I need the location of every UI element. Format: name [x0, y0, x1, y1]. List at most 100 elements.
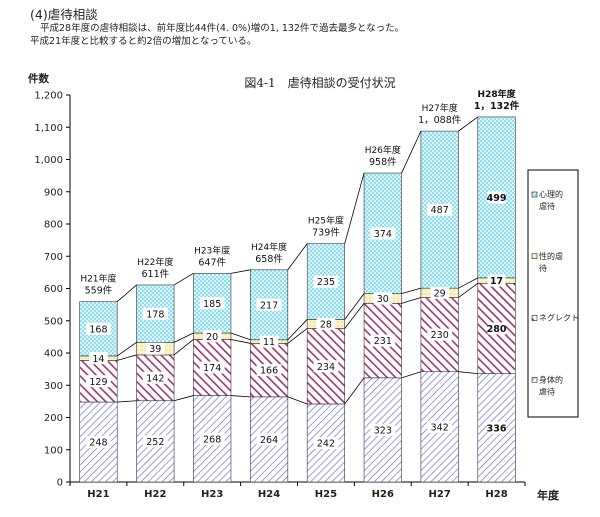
x-axis-label: 年度 — [537, 488, 560, 502]
data-label: 268 — [203, 434, 221, 445]
series-connector-line — [230, 395, 251, 398]
data-label-bg — [199, 361, 225, 374]
data-label-bg — [256, 298, 282, 311]
series-connector-line — [458, 277, 478, 289]
total-label-count: 739件 — [312, 227, 340, 239]
data-label: 11 — [263, 337, 275, 348]
data-label: 242 — [317, 439, 335, 450]
y-tick-label: 1,100 — [34, 123, 63, 134]
data-label-bg — [313, 436, 339, 449]
total-label-year: H28年度 — [478, 88, 517, 100]
data-label: 264 — [260, 435, 278, 446]
data-label: 142 — [146, 373, 164, 384]
series-connector-line — [230, 332, 251, 341]
total-label-count: 658件 — [255, 253, 283, 265]
series-connector-line — [117, 354, 137, 361]
total-label-year: H27年度 — [422, 102, 458, 114]
series-connector-line — [458, 283, 479, 298]
data-label-bg — [370, 334, 396, 347]
data-label-bg — [199, 432, 225, 445]
legend-label: 虐待 — [539, 386, 555, 396]
data-label-bg — [85, 375, 111, 388]
data-label-bg — [142, 307, 168, 320]
section-body-line-1: 平成28年度の虐待相談は、前年度比44件(4. 0%)増の1, 132件で過去最… — [40, 23, 405, 34]
y-tick-label: 800 — [44, 220, 63, 231]
total-label-year: H25年度 — [308, 215, 344, 227]
series-connector-line — [287, 328, 308, 344]
legend-swatch-psych — [531, 191, 538, 198]
y-tick-label: 0 — [57, 478, 63, 489]
legend-label: 性的虐 — [539, 251, 563, 261]
data-label-bg — [85, 322, 111, 335]
series-connector-line — [401, 371, 422, 379]
total-label-count: 559件 — [85, 285, 113, 297]
series-connector-line — [287, 319, 308, 341]
data-label: 129 — [89, 377, 107, 388]
data-label: 230 — [431, 330, 449, 341]
section-heading: (4)虐待相談 — [30, 7, 98, 22]
data-label: 168 — [89, 324, 107, 335]
legend-swatch-physical — [531, 376, 538, 383]
data-label: 323 — [374, 426, 392, 437]
data-label-bg — [142, 371, 168, 384]
x-tick-label: H23 — [201, 489, 223, 500]
x-tick-label: H24 — [258, 489, 280, 500]
data-label: 14 — [92, 354, 104, 365]
data-label-bg — [89, 352, 108, 365]
data-label-bg — [427, 420, 453, 433]
legend-label: 待 — [539, 263, 547, 273]
data-label: 17 — [490, 276, 503, 287]
data-label: 342 — [431, 422, 449, 433]
data-label-bg — [316, 317, 336, 330]
data-label: 234 — [317, 362, 335, 373]
legend-box — [527, 169, 579, 418]
y-tick-label: 900 — [44, 187, 63, 198]
data-label: 174 — [203, 363, 221, 374]
data-label: 178 — [146, 309, 164, 320]
data-label: 30 — [377, 294, 389, 305]
x-tick-label: H21 — [87, 489, 109, 500]
data-label-bg — [430, 286, 449, 299]
data-label-bg — [313, 275, 339, 288]
total-label-year: H21年度 — [80, 273, 116, 285]
y-tick-label: 100 — [44, 445, 63, 456]
data-label-bg — [202, 330, 222, 343]
series-connector-line — [173, 395, 194, 402]
x-tick-label: H22 — [144, 489, 166, 500]
series-connector-line — [287, 396, 308, 405]
data-label-bg — [313, 360, 339, 373]
y-tick-label: 1,000 — [34, 155, 63, 166]
data-label-bg — [85, 436, 111, 449]
data-label-bg — [370, 423, 396, 436]
data-label: 231 — [374, 336, 392, 347]
series-connector-line — [173, 332, 194, 343]
series-connector-line — [287, 243, 308, 271]
total-label-count: 958件 — [369, 156, 397, 168]
legend-label: 身体的 — [539, 374, 563, 384]
y-tick-label: 400 — [44, 349, 63, 360]
data-label: 499 — [487, 193, 507, 204]
total-label-year: H23年度 — [194, 244, 230, 256]
legend-swatch-neglect — [531, 315, 538, 321]
y-tick-label: 200 — [44, 413, 63, 424]
y-tick-label: 600 — [44, 284, 63, 295]
series-connector-line — [230, 269, 251, 274]
series-connector-line — [458, 371, 478, 375]
series-connector-line — [173, 272, 194, 286]
chart-title: 図4-1 虐待相談の受付状況 — [244, 76, 396, 90]
series-connector-line — [116, 284, 137, 303]
data-label-bg — [487, 274, 506, 287]
series-connector-line — [344, 377, 365, 405]
total-label-count: 1，088件 — [418, 114, 462, 126]
data-label-bg — [259, 335, 279, 348]
y-tick-label: 700 — [44, 252, 63, 263]
total-label-count: 1，132件 — [474, 100, 520, 112]
x-tick-label: H27 — [429, 489, 451, 500]
series-connector-line — [401, 287, 422, 295]
data-label-bg — [427, 328, 453, 341]
data-label: 374 — [374, 229, 392, 240]
y-tick-label: 1,200 — [34, 91, 63, 102]
total-label-year: H22年度 — [137, 256, 173, 268]
data-label: 185 — [203, 299, 221, 310]
total-label-year: H26年度 — [365, 144, 401, 156]
